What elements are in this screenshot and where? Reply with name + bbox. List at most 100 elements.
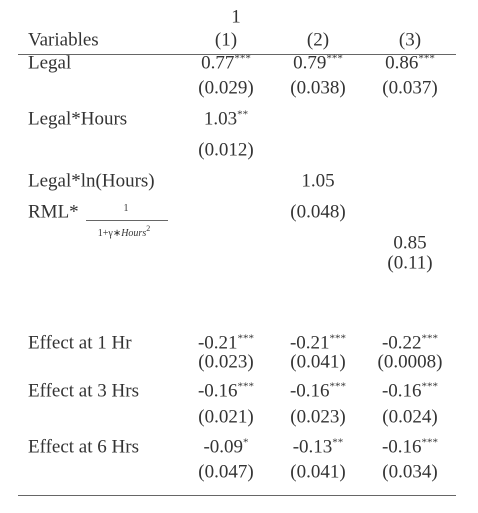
coef-value: -0.16: [197, 380, 238, 402]
standard-error: (0.11): [387, 254, 432, 273]
coefficient: -0.16***: [289, 380, 347, 402]
standard-error: (0.0008): [378, 353, 443, 372]
standard-error: (0.021): [198, 408, 253, 427]
se-value: (0.023): [198, 351, 254, 373]
coef-value: -0.16: [289, 380, 330, 402]
se-value: (0.024): [382, 406, 438, 428]
significance-stars: ***: [421, 332, 439, 345]
row-label: Legal*ln(Hours): [28, 172, 155, 191]
se-value: (0.047): [198, 461, 254, 483]
coefficient: -0.16***: [381, 380, 439, 402]
significance-stars: ***: [237, 332, 255, 345]
stray-mark: 1: [231, 6, 241, 28]
significance-stars: ***: [234, 52, 251, 65]
coef-value: 1.05: [301, 170, 335, 192]
label-text: Effect at 3 Hrs: [28, 380, 139, 402]
row-label: Legal: [28, 54, 71, 73]
coef-value: 0.77: [201, 52, 235, 74]
row-label: Effect at 1 Hr: [28, 334, 132, 353]
standard-error: (0.041): [290, 353, 345, 372]
fraction-denominator: 1+γ∗Hours2: [98, 225, 150, 239]
bottom-rule: [18, 495, 456, 496]
standard-error: (0.012): [198, 141, 253, 160]
exponent: 2: [146, 224, 151, 233]
se-value: (0.038): [290, 77, 346, 99]
coefficient: 0.77***: [201, 52, 251, 74]
coefficient: -0.16***: [381, 436, 439, 458]
se-value: (0.041): [290, 461, 346, 483]
standard-error: (0.037): [382, 79, 437, 98]
coef-value: 0.79: [293, 52, 327, 74]
significance-stars: ***: [421, 380, 439, 393]
coef-value: -0.16: [381, 380, 422, 402]
coef-value: -0.13: [292, 436, 333, 458]
significance-stars: *: [243, 436, 249, 449]
coef-value: 0.85: [393, 232, 427, 254]
standard-error: (0.034): [382, 463, 437, 482]
header-variables: Variables: [28, 29, 99, 51]
coef-value: -0.21: [197, 332, 238, 354]
coefficient: -0.13**: [292, 436, 344, 458]
coefficient: -0.16***: [197, 380, 255, 402]
fraction-bar: [86, 220, 168, 221]
se-value: (0.037): [382, 77, 438, 99]
standard-error: (0.023): [290, 408, 345, 427]
significance-stars: ***: [418, 52, 435, 65]
significance-stars: **: [332, 436, 344, 449]
label-text: Legal: [28, 52, 72, 74]
significance-stars: ***: [329, 332, 347, 345]
standard-error: (0.024): [382, 408, 437, 427]
significance-stars: ***: [326, 52, 343, 65]
coefficient: 0.86***: [385, 52, 435, 74]
coefficient: 1.05: [301, 172, 334, 191]
significance-stars: **: [237, 108, 249, 121]
coef-value: -0.21: [289, 332, 330, 354]
coef-value: -0.22: [381, 332, 422, 354]
row-label: Effect at 6 Hrs: [28, 438, 139, 457]
standard-error: (0.041): [290, 463, 345, 482]
row-label: Effect at 3 Hrs: [28, 382, 139, 401]
coefficient: -0.21***: [197, 332, 255, 354]
se-value: (0.034): [382, 461, 438, 483]
se-value: (0.012): [198, 139, 254, 161]
top-rule: [18, 54, 456, 55]
coefficient: 1.03**: [203, 108, 249, 130]
coef-value: -0.16: [381, 436, 422, 458]
se-value: (0.021): [198, 406, 254, 428]
coef-value: 1.03: [203, 108, 238, 130]
standard-error: (0.029): [198, 79, 253, 98]
coef-value: -0.09: [203, 436, 244, 458]
column-header: (1): [214, 29, 238, 51]
coefficient: 0.79***: [293, 52, 343, 74]
coef-value: 0.86: [385, 52, 419, 74]
column-header: (2): [306, 29, 330, 51]
significance-stars: ***: [421, 436, 439, 449]
se-value: (0.023): [290, 406, 346, 428]
se-value: (0.041): [290, 351, 346, 373]
se-value: (0.11): [387, 252, 433, 274]
coefficient: -0.22***: [381, 332, 439, 354]
label-text: Effect at 6 Hrs: [28, 436, 139, 458]
standard-error: (0.047): [198, 463, 253, 482]
coefficient: -0.21***: [289, 332, 347, 354]
se-value: (0.0008): [377, 351, 443, 373]
row-label: RML*: [28, 203, 79, 222]
denominator: 1+γ∗: [97, 228, 122, 239]
denominator-italic: Hours: [121, 228, 147, 239]
se-value: (0.048): [290, 201, 346, 223]
standard-error: (0.048): [290, 203, 345, 222]
label-text: RML*: [28, 201, 79, 223]
label-text: Legal*ln(Hours): [28, 170, 155, 192]
se-value: (0.029): [198, 77, 254, 99]
numerator: 1: [123, 203, 129, 214]
coefficient: -0.09*: [203, 436, 249, 458]
significance-stars: ***: [237, 380, 255, 393]
significance-stars: ***: [329, 380, 347, 393]
coefficient: 0.85: [393, 234, 426, 253]
standard-error: (0.023): [198, 353, 253, 372]
label-text: Effect at 1 Hr: [28, 332, 132, 354]
row-label: Legal*Hours: [28, 110, 127, 129]
label-text: Legal*Hours: [28, 108, 128, 130]
standard-error: (0.038): [290, 79, 345, 98]
